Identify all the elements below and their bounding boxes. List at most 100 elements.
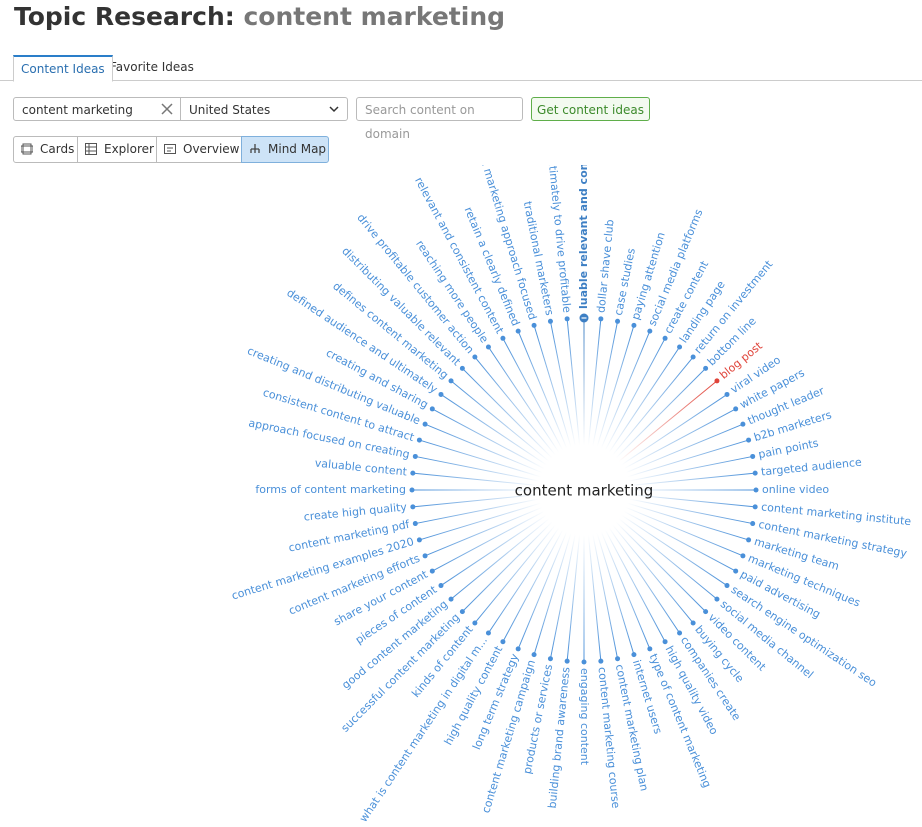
node-label: targeted audience: [760, 456, 862, 479]
node-dot: [752, 470, 758, 476]
node-dot: [438, 583, 444, 589]
node[interactable]: approach focused on creating: [247, 416, 418, 461]
node-dot: [598, 658, 604, 664]
node-dot: [647, 328, 653, 334]
branch-line: [583, 330, 651, 491]
node-dot: [410, 504, 416, 510]
search-input[interactable]: content marketing: [13, 97, 181, 121]
tab[interactable]: Content Ideas: [13, 55, 113, 82]
branch-line: [412, 489, 585, 508]
node-dot: [647, 646, 653, 652]
node-dot: [422, 553, 428, 559]
branch-line: [583, 318, 602, 491]
get-ideas-button[interactable]: Get content ideas: [531, 97, 650, 121]
branch-line: [424, 423, 585, 491]
dropdown-icon: [329, 106, 339, 113]
branch-line: [583, 489, 718, 600]
branch-line: [566, 318, 585, 491]
node-dot: [598, 316, 604, 322]
branch-line: [583, 394, 728, 491]
mindmap-icon: [250, 144, 260, 153]
search-text: content marketing: [22, 103, 133, 117]
branch-line: [432, 489, 585, 572]
node-dot: [429, 568, 435, 574]
branch-line: [583, 489, 744, 557]
node-dot: [459, 609, 465, 615]
branch-line: [583, 489, 666, 642]
node-dot: [631, 322, 637, 328]
node-dot: [740, 421, 746, 427]
node-dot: [753, 487, 759, 493]
node-dot: [631, 652, 637, 658]
node-label: luable relevant and consistent: [577, 165, 590, 309]
branch-line: [566, 489, 585, 662]
node-dot: [750, 521, 756, 527]
node[interactable]: engaging content: [578, 659, 591, 766]
domain-input[interactable]: Search content on domain: [356, 97, 523, 141]
view-button[interactable]: Overview: [156, 136, 242, 163]
node-dot: [662, 335, 668, 341]
node-dot: [500, 639, 506, 645]
view-label: Mind Map: [268, 142, 327, 156]
branch-line: [533, 325, 585, 491]
branch-line: [583, 489, 749, 541]
node-dot: [690, 620, 696, 626]
branch-line: [583, 325, 635, 491]
branch-line: [415, 489, 585, 525]
branch-line: [549, 321, 585, 491]
view-label: Explorer: [104, 142, 154, 156]
branch-line: [583, 489, 619, 659]
node[interactable]: luable relevant and consistent: [577, 165, 590, 323]
branch-line: [583, 489, 753, 525]
branch-line: [440, 394, 585, 491]
node-dot: [485, 630, 491, 636]
branch-line: [488, 489, 585, 634]
country-select[interactable]: United States: [180, 97, 348, 121]
node-dot: [416, 537, 422, 543]
branch-line: [488, 346, 585, 491]
branch-line: [533, 489, 585, 655]
node-dot: [409, 487, 415, 493]
clear-icon[interactable]: [161, 103, 173, 115]
node-dot: [733, 568, 739, 574]
node[interactable]: valuable content: [314, 457, 416, 479]
branch-line: [450, 380, 585, 491]
node-dot: [416, 437, 422, 443]
node-dot: [724, 391, 730, 397]
node-label: forms of content marketing: [255, 483, 406, 496]
node-label: online video: [762, 483, 829, 496]
node-label: valuable content: [314, 457, 408, 479]
domain-placeholder: Search content on domain: [365, 103, 475, 141]
node[interactable]: forms of content marketing: [255, 483, 415, 496]
node-dot: [564, 316, 570, 322]
title: Topic Research:: [14, 2, 235, 31]
tab[interactable]: Favorite Ideas: [110, 60, 194, 74]
node-dot: [724, 583, 730, 589]
branch-line: [583, 489, 706, 612]
node-dot: [547, 656, 553, 662]
node-dot: [438, 391, 444, 397]
branch-line: [583, 356, 694, 491]
node-dot: [714, 596, 720, 602]
branch-line: [462, 489, 585, 612]
branch-line: [419, 489, 585, 541]
node-dot: [410, 470, 416, 476]
node-dot: [531, 652, 537, 658]
node[interactable]: online video: [753, 483, 830, 496]
node-dot: [531, 322, 537, 328]
node-dot: [703, 609, 709, 615]
branch-line: [583, 368, 706, 491]
branch-line: [583, 408, 736, 491]
branch-line: [502, 338, 585, 491]
node-dot: [740, 553, 746, 559]
node-dot: [564, 658, 570, 664]
view-button[interactable]: Mind Map: [241, 136, 329, 163]
branch-line: [412, 472, 585, 491]
node-dot: [677, 630, 683, 636]
branch-line: [474, 489, 585, 624]
view-button[interactable]: Cards: [13, 136, 78, 163]
node-dot: [515, 646, 521, 652]
overview-icon: [164, 144, 176, 154]
view-button[interactable]: Explorer: [77, 136, 157, 163]
